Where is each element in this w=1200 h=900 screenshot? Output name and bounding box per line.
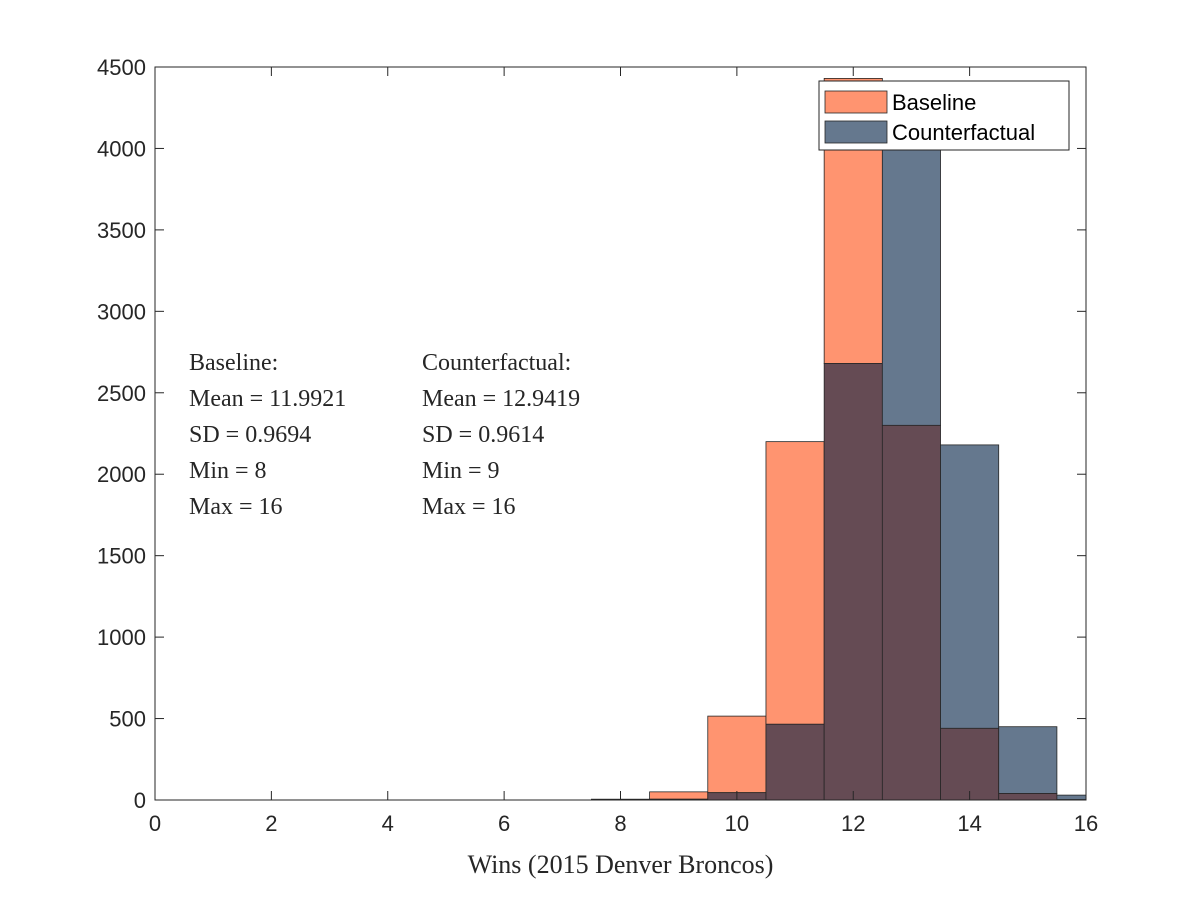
x-tick-label: 6 [498, 811, 510, 836]
counterfactual-bar-15 [998, 726, 1058, 794]
overlap-bar-12 [823, 363, 883, 800]
baseline-stat-line: Max = 16 [189, 494, 283, 520]
counterfactual-stat-line: Mean = 12.9419 [422, 386, 580, 412]
legend: Baseline Counterfactual [818, 80, 1070, 151]
counterfactual-stat-line: Max = 16 [422, 494, 516, 520]
baseline-bar-11 [765, 441, 825, 725]
counterfactual-stat-line: SD = 0.9614 [422, 422, 544, 448]
x-axis-title: Wins (2015 Denver Broncos) [468, 850, 774, 879]
ticks-layer [154, 66, 1087, 801]
overlap-bar-15 [998, 793, 1058, 800]
y-tick-label: 0 [134, 788, 146, 813]
x-tick-label: 8 [614, 811, 626, 836]
legend-swatch-counterfactual [824, 120, 888, 144]
baseline-stats-annotation: Baseline: Mean = 11.9921 SD = 0.9694 Min = … [189, 350, 346, 520]
y-tick-label: 500 [109, 707, 146, 732]
x-tick-label: 0 [149, 811, 161, 836]
x-tick-label: 12 [841, 811, 865, 836]
counterfactual-stat-line: Min = 9 [422, 458, 500, 484]
baseline-stat-line: Mean = 11.9921 [189, 386, 346, 412]
counterfactual-stat-line: Counterfactual: [422, 350, 571, 376]
baseline-stat-line: Baseline: [189, 350, 278, 376]
counterfactual-bar-16 [1056, 794, 1086, 800]
overlap-bar-11 [765, 723, 825, 800]
x-tick-label: 2 [265, 811, 277, 836]
x-tick-label: 4 [382, 811, 394, 836]
legend-swatch-baseline [824, 90, 888, 114]
x-tick-label: 16 [1074, 811, 1098, 836]
counterfactual-bar-14 [940, 444, 1000, 729]
baseline-stat-line: SD = 0.9694 [189, 422, 311, 448]
x-tick-label: 14 [957, 811, 981, 836]
y-tick-labels: 0 500 1000 1500 2000 2500 3000 3500 4000 4500 [97, 55, 146, 813]
y-tick-label: 3000 [97, 299, 146, 324]
y-tick-label: 3500 [97, 218, 146, 243]
baseline-stat-line: Min = 8 [189, 458, 267, 484]
legend-label-baseline: Baseline [892, 90, 976, 115]
legend-label-counterfactual: Counterfactual [892, 120, 1035, 145]
overlap-bar-13 [881, 424, 941, 800]
y-tick-label: 1000 [97, 625, 146, 650]
y-tick-label: 4500 [97, 55, 146, 80]
y-tick-label: 1500 [97, 544, 146, 569]
baseline-bar-10 [707, 715, 767, 794]
baseline-bar-9 [649, 791, 709, 800]
x-tick-label: 10 [725, 811, 749, 836]
x-tick-labels: 0 2 4 6 8 10 12 14 16 [149, 811, 1098, 836]
overlap-bar-14 [940, 727, 1000, 800]
y-tick-label: 2000 [97, 462, 146, 487]
y-tick-label: 4000 [97, 136, 146, 161]
y-tick-label: 2500 [97, 381, 146, 406]
counterfactual-stats-annotation: Counterfactual: Mean = 12.9419 SD = 0.9614… [422, 350, 580, 520]
